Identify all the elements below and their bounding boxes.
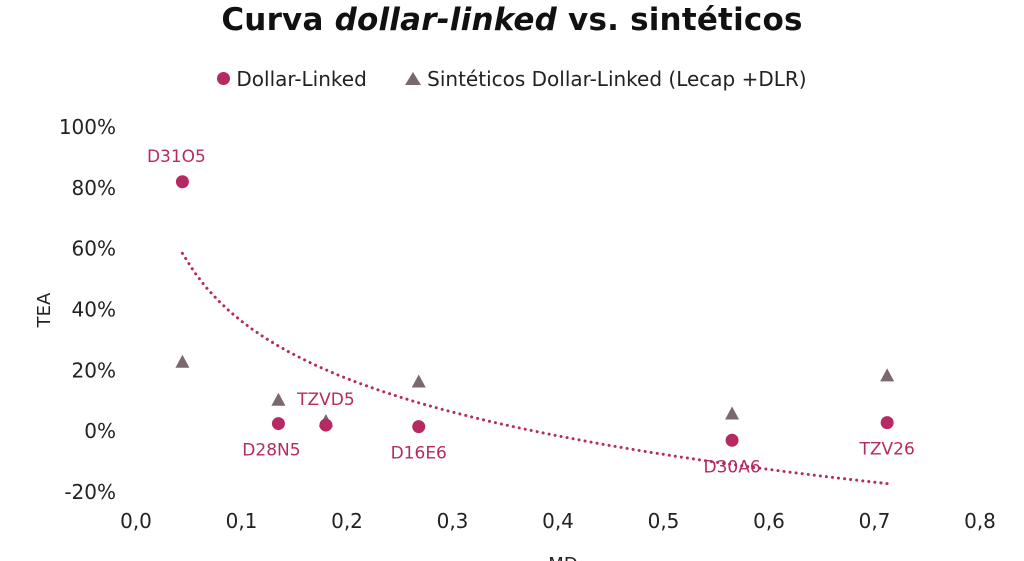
triangle-marker: [411, 374, 426, 388]
y-tick-label: 40%: [72, 298, 116, 322]
circle-marker: [319, 418, 333, 432]
data-label: D30A6: [703, 457, 760, 477]
x-axis-label: MD: [548, 554, 577, 561]
triangle-marker: [880, 368, 895, 382]
circle-marker: [725, 433, 739, 447]
x-tick-label: 0,5: [648, 509, 680, 533]
triangle-marker: [271, 392, 286, 406]
circle-marker: [271, 417, 285, 431]
y-tick-label: 20%: [72, 358, 116, 382]
title-part-3: vs. sintéticos: [557, 2, 803, 38]
data-label: D16E6: [391, 444, 447, 464]
circle-marker: [175, 175, 189, 189]
legend-label-sinteticos: Sintéticos Dollar-Linked (Lecap +DLR): [427, 66, 807, 91]
x-tick-label: 0,0: [120, 509, 152, 533]
x-tick-label: 0,3: [437, 509, 469, 533]
y-axis-label: TEA: [34, 292, 55, 328]
legend-item-dollar-linked[interactable]: Dollar-Linked: [217, 66, 367, 91]
x-tick-label: 0,1: [226, 509, 258, 533]
y-tick-labels: -20% 0% 20% 40% 60% 80% 100%: [59, 115, 116, 504]
x-tick-label: 0,6: [753, 509, 785, 533]
title-part-1: Curva: [221, 2, 335, 38]
data-points: [175, 175, 895, 447]
y-tick-label: 60%: [72, 237, 116, 261]
chart-title: Curva dollar-linked vs. sintéticos: [0, 2, 1024, 38]
legend-circle-marker: [217, 72, 231, 85]
x-tick-label: 0,7: [859, 509, 891, 533]
y-tick-label: 0%: [84, 419, 116, 443]
circle-marker: [880, 416, 894, 430]
trendline: [180, 251, 889, 486]
triangle-marker: [725, 406, 740, 420]
y-tick-label: -20%: [64, 480, 116, 504]
x-tick-labels: 0,0 0,1 0,2 0,3 0,4 0,5 0,6 0,7 0,8: [120, 509, 996, 533]
legend-item-sinteticos[interactable]: Sintéticos Dollar-Linked (Lecap +DLR): [405, 66, 807, 91]
data-label: TZV26: [859, 440, 915, 460]
x-tick-label: 0,2: [331, 509, 363, 533]
circle-marker: [412, 420, 426, 434]
y-tick-label: 100%: [59, 115, 116, 139]
data-label: TZVD5: [296, 390, 355, 410]
legend: Dollar-Linked Sintéticos Dollar-Linked (…: [0, 66, 1024, 91]
x-tick-label: 0,8: [964, 509, 996, 533]
legend-triangle-marker: [405, 72, 422, 85]
title-part-2: dollar-linked: [334, 2, 558, 38]
data-label: D31O5: [147, 147, 206, 167]
x-tick-label: 0,4: [542, 509, 574, 533]
y-tick-label: 80%: [72, 176, 116, 200]
data-labels: D31O5 D28N5 TZVD5 D16E6 D30A6 TZV26: [147, 147, 915, 478]
legend-label-dollar-linked: Dollar-Linked: [236, 66, 367, 91]
triangle-marker: [175, 354, 190, 368]
data-label: D28N5: [242, 441, 300, 461]
